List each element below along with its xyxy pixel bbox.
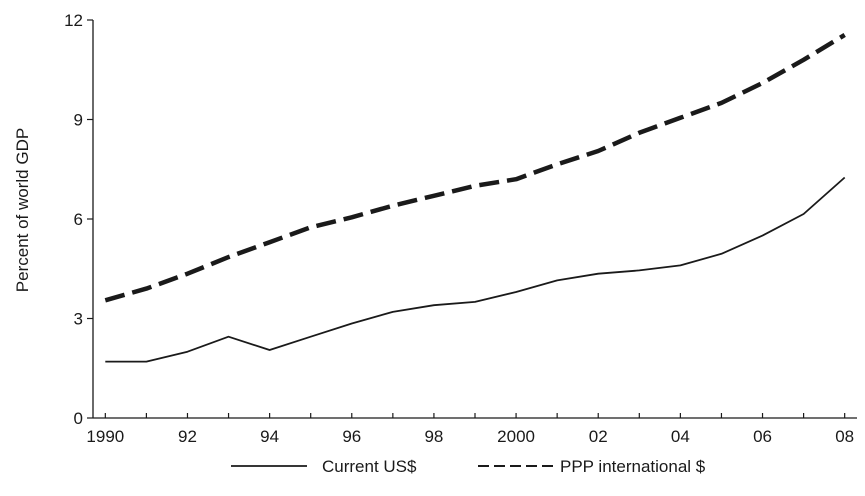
- x-tick-label: 08: [835, 427, 854, 446]
- x-tick-label: 04: [671, 427, 690, 446]
- x-tick-label: 02: [589, 427, 608, 446]
- x-tick-label: 92: [178, 427, 197, 446]
- x-tick-label: 1990: [86, 427, 124, 446]
- current-usd-series-line: [105, 176, 846, 363]
- legend-label-ppp-international: PPP international $: [560, 457, 706, 476]
- axes: 0 3 6 9 12 1990 92 94 96 98 2000 02 04 06 08: [64, 11, 857, 446]
- y-tick-label: 6: [74, 210, 83, 229]
- y-axis-title: Percent of world GDP: [13, 128, 32, 292]
- y-tick-label: 0: [74, 409, 83, 428]
- y-tick-label: 12: [64, 11, 83, 30]
- legend-label-current-usd: Current US$: [322, 457, 417, 476]
- series-lines: [104, 32, 846, 363]
- x-tick-label: 94: [260, 427, 279, 446]
- y-tick-label: 3: [74, 310, 83, 329]
- ppp-international-series-line: [104, 32, 846, 303]
- x-tick-label: 98: [424, 427, 443, 446]
- y-tick-label: 9: [74, 111, 83, 130]
- x-tick-label: 96: [342, 427, 361, 446]
- legend: Current US$ PPP international $: [231, 457, 706, 476]
- x-tick-label: 06: [753, 427, 772, 446]
- x-tick-label: 2000: [497, 427, 535, 446]
